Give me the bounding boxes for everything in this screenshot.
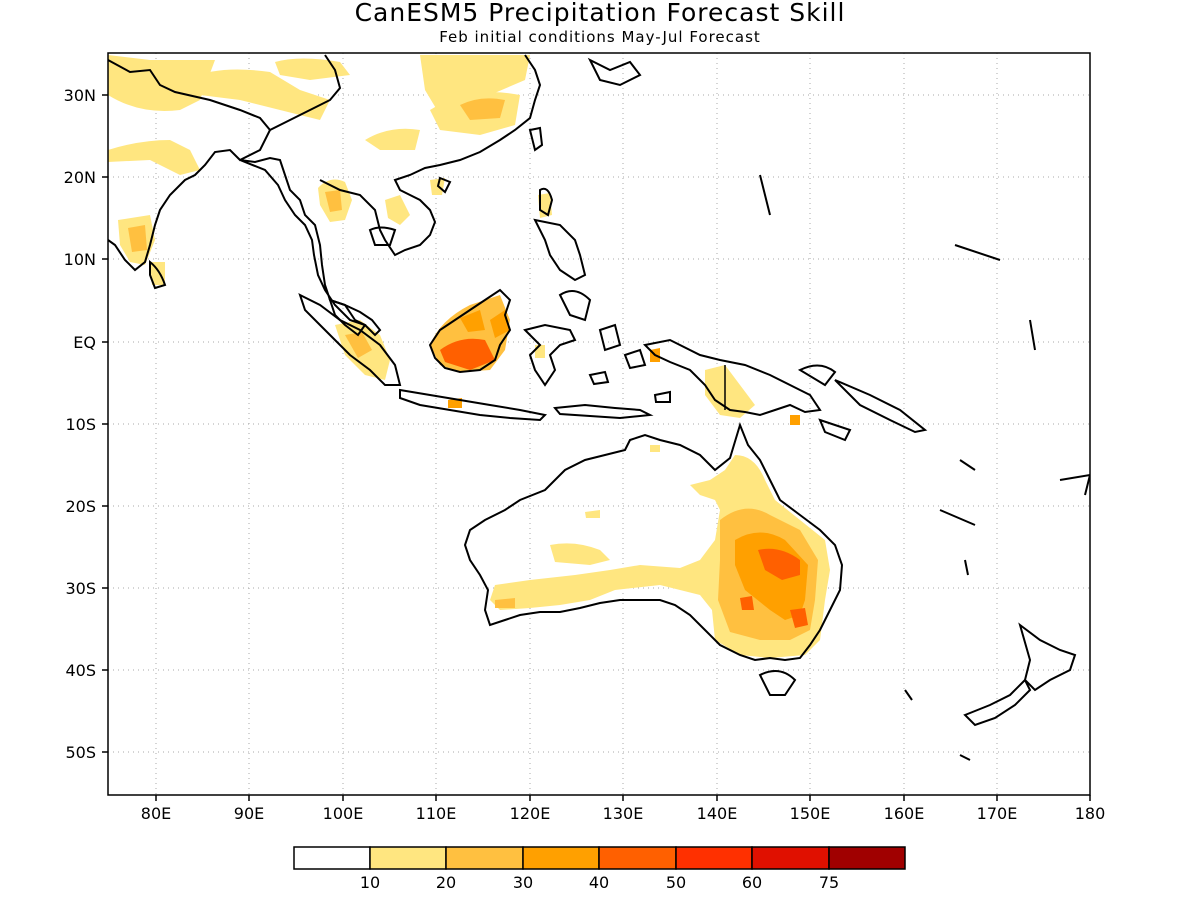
lon-tick-label: 160E	[884, 804, 925, 823]
lon-tick-label: 80E	[141, 804, 171, 823]
color-bar-segment	[751, 846, 830, 870]
color-bar-label: 50	[666, 873, 686, 892]
lat-tick-labels: 30N 20N 10N EQ 10S 20S 30S 40S 50S	[64, 86, 96, 762]
skill-shading	[108, 55, 830, 658]
color-bar-segment	[445, 846, 524, 870]
lon-tick-label: 180	[1075, 804, 1106, 823]
lat-tick-label: EQ	[73, 333, 96, 352]
lat-tick-label: 30N	[64, 86, 96, 105]
lon-tick-label: 130E	[603, 804, 644, 823]
map-title: CanESM5 Precipitation Forecast Skill	[354, 0, 846, 27]
lon-tick-labels: 80E 90E 100E 110E 120E 130E 140E 150E 16…	[141, 804, 1106, 823]
color-bar-segment	[522, 846, 600, 870]
lon-tick-label: 90E	[234, 804, 264, 823]
lat-tick-label: 30S	[65, 579, 96, 598]
lat-tick-label: 40S	[65, 661, 96, 680]
map-subtitle: Feb initial conditions May-Jul Forecast	[439, 28, 761, 46]
lat-tick-label: 20S	[65, 497, 96, 516]
color-bar-segment	[369, 846, 447, 870]
lon-tick-label: 150E	[790, 804, 831, 823]
color-bar-label: 20	[436, 873, 456, 892]
tick-marks	[102, 94, 1091, 801]
color-bar-segment	[675, 846, 753, 870]
lon-tick-label: 140E	[697, 804, 738, 823]
lat-tick-label: 20N	[64, 168, 96, 187]
grid-lines	[108, 53, 1090, 795]
lat-tick-label: 50S	[65, 743, 96, 762]
color-bar-labels: 10 20 30 40 50 60 75	[360, 873, 839, 892]
coastlines	[108, 54, 1090, 761]
color-bar-label: 60	[742, 873, 762, 892]
color-bar-label: 30	[513, 873, 533, 892]
lon-tick-label: 110E	[416, 804, 457, 823]
color-bar	[293, 846, 906, 870]
color-bar-segment	[828, 846, 906, 870]
color-bar-segment	[598, 846, 677, 870]
color-bar-label: 40	[589, 873, 609, 892]
lon-tick-label: 100E	[323, 804, 364, 823]
lon-tick-label: 120E	[510, 804, 551, 823]
lon-tick-label: 170E	[977, 804, 1018, 823]
color-bar-label: 10	[360, 873, 380, 892]
color-bar-segment	[293, 846, 371, 870]
color-bar-label: 75	[819, 873, 839, 892]
lat-tick-label: 10N	[64, 250, 96, 269]
lat-tick-label: 10S	[65, 415, 96, 434]
